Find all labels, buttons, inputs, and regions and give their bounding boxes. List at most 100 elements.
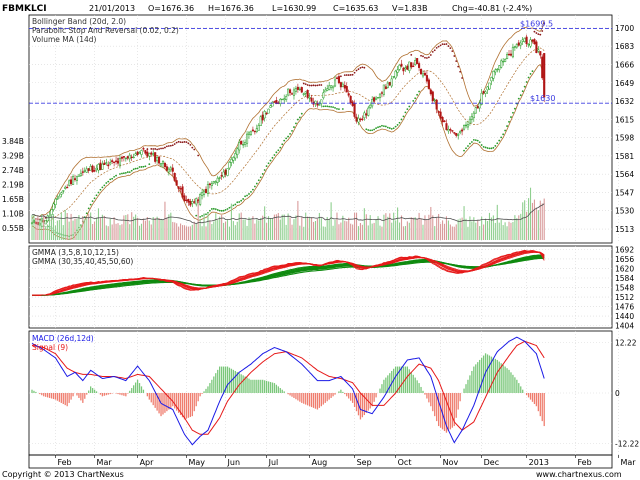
psar-dot <box>478 141 481 144</box>
candle-body <box>46 215 49 222</box>
price-tick-label: 1666 <box>615 60 634 69</box>
psar-dot <box>122 172 125 175</box>
psar-dot <box>496 142 499 145</box>
candle-body <box>488 82 491 90</box>
candle-body <box>146 151 149 157</box>
candle-body <box>337 76 340 84</box>
candle-body <box>265 112 268 115</box>
candle-body <box>193 201 196 203</box>
symbol-label: FBMKLCI <box>2 4 47 14</box>
psar-dot <box>447 45 450 47</box>
candle-body <box>419 68 423 75</box>
psar-dot <box>539 33 542 36</box>
candle-body <box>506 54 509 60</box>
candle-body <box>81 171 84 173</box>
psar-dot <box>426 57 428 59</box>
psar-dot <box>236 201 239 204</box>
psar-dot <box>465 147 467 150</box>
candle-body <box>384 86 387 89</box>
psar-dot <box>379 125 381 128</box>
candle-body <box>355 116 358 122</box>
month-label: Apr <box>140 458 155 467</box>
psar-dot <box>187 142 190 145</box>
gmma-tick-label: 1584 <box>615 274 634 283</box>
psar-dot <box>109 178 112 181</box>
psar-dot <box>95 194 98 197</box>
candle-body <box>56 198 59 200</box>
candle-body <box>410 62 413 68</box>
candle-body <box>447 129 450 132</box>
candle-body <box>476 106 479 109</box>
candle-body <box>529 39 532 47</box>
candle-body <box>165 166 168 171</box>
psar-dot <box>128 171 131 174</box>
candle-body <box>167 168 170 173</box>
bollinger-upper-band <box>31 20 545 220</box>
psar-dot <box>508 120 510 123</box>
candle-body <box>425 75 428 82</box>
candle-body <box>175 180 178 186</box>
psar-dot <box>469 142 471 145</box>
psar-dot <box>244 195 246 198</box>
candle-body <box>519 42 522 46</box>
candle-body <box>369 104 372 108</box>
psar-dot <box>338 108 340 111</box>
candle-body <box>132 156 135 159</box>
candle-body <box>535 41 538 54</box>
low-label: L=1630.99 <box>272 4 316 13</box>
candle-body <box>457 134 460 136</box>
candle-body <box>400 63 403 67</box>
candle-body <box>68 180 71 186</box>
candle-body <box>120 156 123 159</box>
psar-dot <box>537 33 540 36</box>
psar-dot <box>197 154 200 157</box>
candle-body <box>91 165 94 173</box>
candle-body <box>451 130 454 132</box>
candle-body <box>464 124 468 127</box>
psar-dot <box>263 169 266 171</box>
psar-dot <box>381 124 383 127</box>
psar-dot <box>107 180 110 183</box>
candle-body <box>150 152 153 155</box>
psar-dot <box>427 56 430 59</box>
month-label: Nov <box>443 458 459 467</box>
psar-dot <box>355 69 358 72</box>
psar-dot <box>248 193 250 195</box>
psar-dot <box>255 182 258 185</box>
candle-body <box>247 132 251 135</box>
psar-dot <box>357 68 360 71</box>
psar-dot <box>156 148 159 151</box>
macd-legend-item: MACD (26d,12d) <box>32 334 94 343</box>
candle-body <box>418 63 421 68</box>
psar-dot <box>375 127 377 130</box>
candle-body <box>402 67 405 72</box>
psar-dot <box>119 173 121 175</box>
candle-body <box>212 181 215 184</box>
gmma-tick-label: 1404 <box>615 322 634 331</box>
candle-body <box>367 107 370 116</box>
candle-body <box>353 103 356 117</box>
candle-body <box>218 177 221 179</box>
psar-dot <box>85 212 88 215</box>
psar-dot <box>130 169 133 172</box>
psar-dot <box>224 208 227 211</box>
candle-body <box>416 58 419 65</box>
candle-body <box>109 162 112 165</box>
candle-body <box>429 89 432 95</box>
candle-body <box>463 124 466 130</box>
candle-body <box>394 70 397 79</box>
candle-body <box>515 44 518 48</box>
psar-dot <box>250 190 252 193</box>
psar-dot <box>386 126 389 129</box>
candle-body <box>116 160 120 164</box>
psar-dot <box>543 22 546 25</box>
month-label: 2013 <box>529 458 549 467</box>
candle-body <box>339 82 342 88</box>
psar-dot <box>183 141 186 143</box>
psar-dot <box>345 74 348 76</box>
psar-dot <box>388 127 391 129</box>
candle-body <box>328 85 331 90</box>
psar-dot <box>525 81 528 83</box>
candle-body <box>435 99 438 110</box>
candle-body <box>261 114 264 121</box>
